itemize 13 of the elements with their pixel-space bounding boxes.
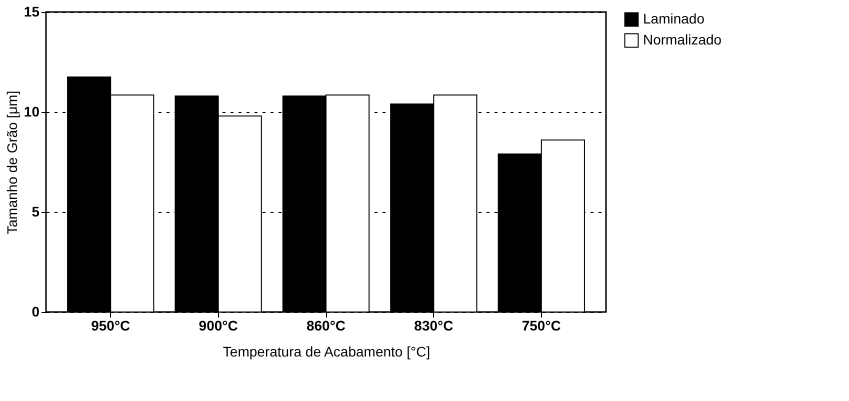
legend-label: Laminado [643, 10, 705, 26]
x-tick-label: 900°C [198, 318, 238, 334]
x-axis-title: Temperatura de Acabamento [°C] [222, 344, 430, 360]
y-tick-label: 5 [32, 204, 40, 220]
x-tick-label: 830°C [414, 318, 454, 334]
y-tick-label: 0 [32, 304, 40, 320]
legend-label: Normalizado [643, 32, 722, 48]
x-tick-label: 750°C [522, 318, 561, 334]
x-tick-label: 950°C [91, 318, 130, 334]
y-axis-title: Tamanho de Grão [μm] [4, 90, 20, 234]
y-tick-label: 10 [24, 104, 40, 120]
y-tick-label: 15 [24, 4, 40, 20]
x-tick-label: 860°C [306, 318, 346, 334]
